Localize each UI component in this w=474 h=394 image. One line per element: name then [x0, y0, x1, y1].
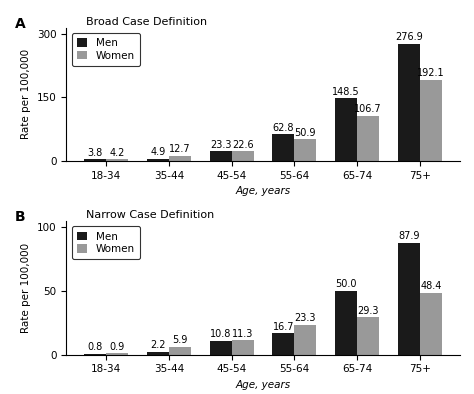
Text: 11.3: 11.3 — [232, 329, 254, 338]
Legend: Men, Women: Men, Women — [72, 226, 140, 259]
Bar — [294, 325, 317, 355]
Text: B: B — [15, 210, 26, 225]
Bar — [232, 340, 254, 355]
Text: 23.3: 23.3 — [210, 139, 231, 150]
Text: 3.8: 3.8 — [88, 148, 103, 158]
X-axis label: Age, years: Age, years — [236, 186, 291, 196]
Text: 148.5: 148.5 — [332, 87, 360, 97]
Bar — [273, 134, 294, 161]
Text: 23.3: 23.3 — [295, 313, 316, 323]
Bar — [169, 156, 191, 161]
Text: 50.0: 50.0 — [336, 279, 357, 290]
Text: 4.2: 4.2 — [109, 148, 125, 158]
Text: 192.1: 192.1 — [417, 68, 445, 78]
Bar — [294, 139, 317, 161]
Text: 0.8: 0.8 — [88, 342, 103, 352]
Bar — [232, 151, 254, 161]
Text: 10.8: 10.8 — [210, 329, 231, 339]
Text: 87.9: 87.9 — [398, 231, 419, 241]
Bar — [420, 80, 442, 161]
Text: 5.9: 5.9 — [172, 336, 188, 346]
Text: 22.6: 22.6 — [232, 140, 254, 150]
Y-axis label: Rate per 100,000: Rate per 100,000 — [21, 243, 31, 333]
Text: Narrow Case Definition: Narrow Case Definition — [86, 210, 214, 221]
Bar — [84, 160, 106, 161]
Bar — [335, 291, 357, 355]
Bar — [273, 333, 294, 355]
Bar — [147, 159, 169, 161]
Bar — [106, 159, 128, 161]
Bar — [420, 293, 442, 355]
Bar — [398, 243, 420, 355]
Text: 106.7: 106.7 — [355, 104, 382, 114]
Bar — [357, 317, 379, 355]
Bar — [84, 353, 106, 355]
Text: 48.4: 48.4 — [420, 281, 442, 292]
X-axis label: Age, years: Age, years — [236, 380, 291, 390]
Bar — [106, 353, 128, 355]
Text: 4.9: 4.9 — [150, 147, 165, 157]
Legend: Men, Women: Men, Women — [72, 33, 140, 66]
Text: 2.2: 2.2 — [150, 340, 166, 350]
Bar — [335, 98, 357, 161]
Text: 62.8: 62.8 — [273, 123, 294, 133]
Y-axis label: Rate per 100,000: Rate per 100,000 — [21, 49, 31, 139]
Text: 276.9: 276.9 — [395, 32, 423, 42]
Text: 0.9: 0.9 — [109, 342, 125, 352]
Bar — [169, 347, 191, 355]
Bar — [357, 116, 379, 161]
Bar — [210, 341, 232, 355]
Text: 12.7: 12.7 — [169, 144, 191, 154]
Text: A: A — [15, 17, 26, 31]
Text: 50.9: 50.9 — [295, 128, 316, 138]
Text: 29.3: 29.3 — [357, 306, 379, 316]
Text: Broad Case Definition: Broad Case Definition — [86, 17, 207, 27]
Text: 16.7: 16.7 — [273, 322, 294, 332]
Bar — [398, 44, 420, 161]
Bar — [210, 151, 232, 161]
Bar — [147, 352, 169, 355]
